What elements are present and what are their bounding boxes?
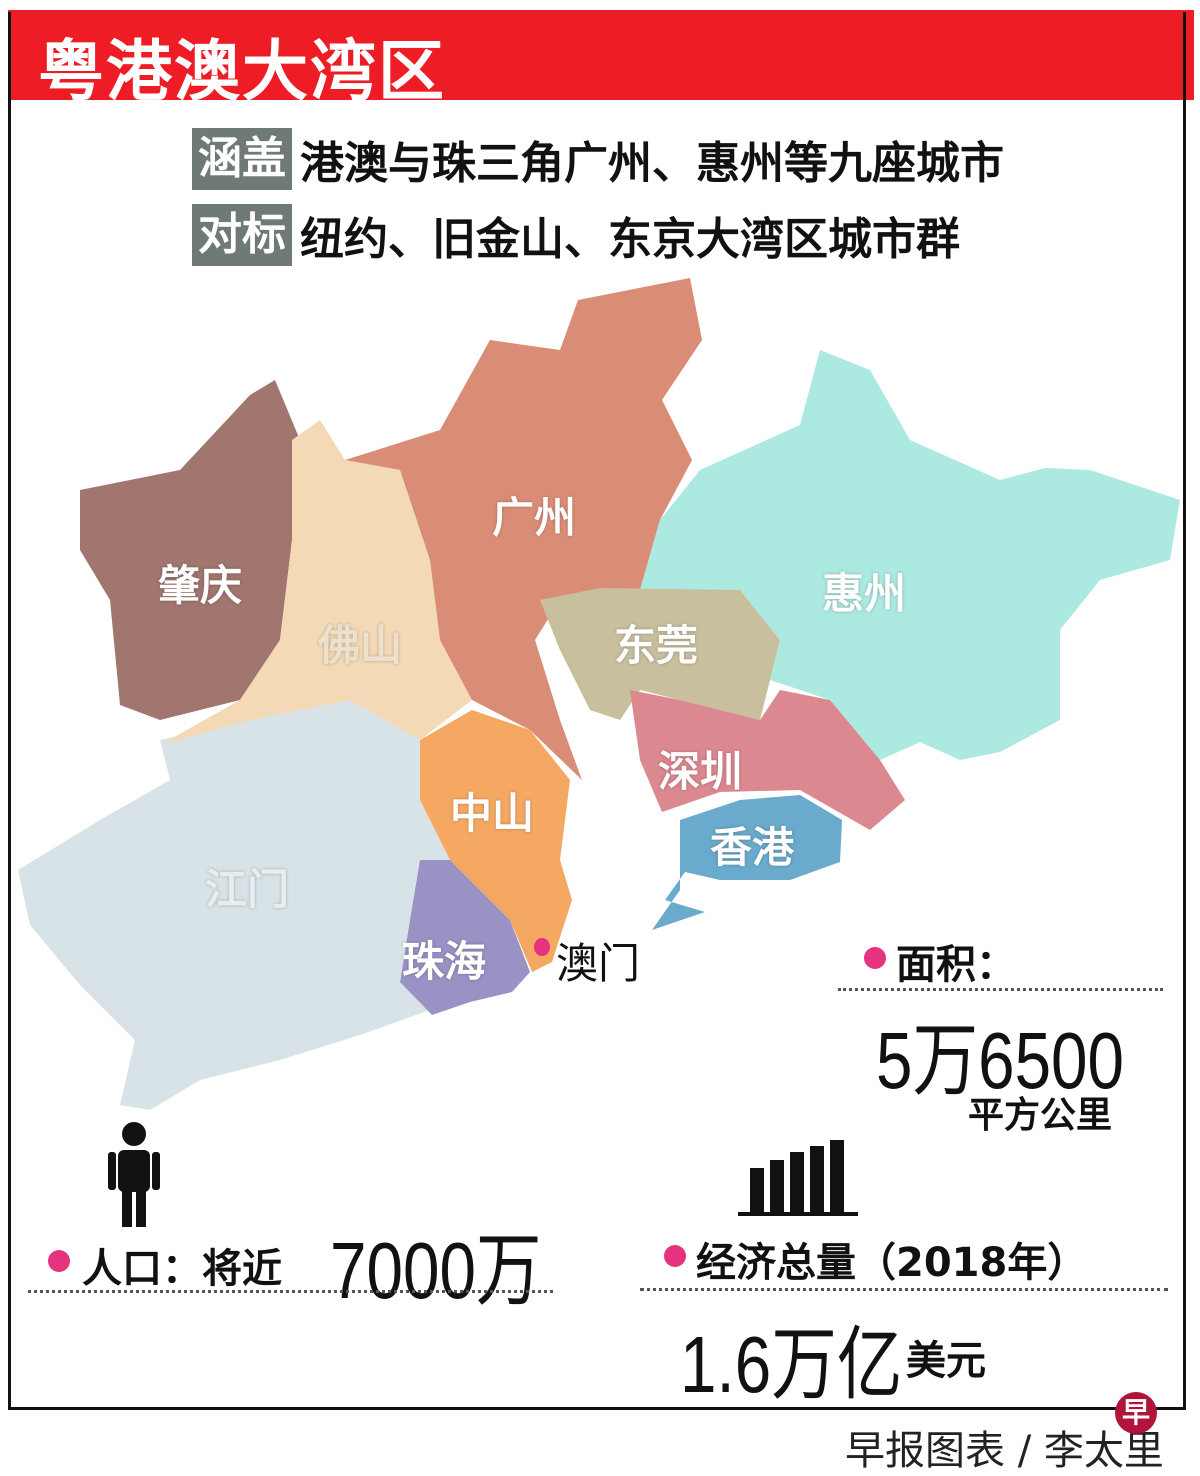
region-hongkong bbox=[652, 795, 842, 930]
area-value: 5万6500 bbox=[876, 1016, 1125, 1105]
region-huizhou bbox=[640, 350, 1180, 760]
person-icon bbox=[108, 1122, 160, 1227]
label-jiangmen: 江门 bbox=[205, 865, 290, 914]
bar-chart-icon bbox=[738, 1140, 858, 1216]
title-banner: 粤港澳大湾区 bbox=[8, 10, 1194, 110]
label-hongkong: 香港 bbox=[710, 823, 795, 872]
economy-divider bbox=[640, 1288, 1168, 1291]
label-zhaoqing: 肇庆 bbox=[158, 561, 243, 610]
economy-bullet bbox=[664, 1245, 686, 1267]
label-shenzhen: 深圳 bbox=[658, 747, 743, 796]
coverage-text: 港澳与珠三角广州、惠州等九座城市 bbox=[300, 138, 1004, 189]
region-zhaoqing bbox=[80, 380, 300, 720]
population-label: 人口：将近 bbox=[82, 1246, 282, 1292]
population-bullet bbox=[48, 1250, 70, 1272]
area-label: 面积： bbox=[896, 942, 1016, 988]
economy-label: 经济总量（2018年） bbox=[696, 1240, 1088, 1286]
region-zhongshan bbox=[420, 710, 572, 972]
frame bbox=[8, 12, 1186, 1410]
label-dongguan: 东莞 bbox=[614, 621, 699, 670]
coverage-row: 涵盖 港澳与珠三角广州、惠州等九座城市 bbox=[192, 128, 1004, 190]
page-title: 粤港澳大湾区 bbox=[38, 33, 446, 110]
region-foshan bbox=[160, 420, 472, 745]
label-zhongshan: 中山 bbox=[450, 789, 535, 838]
credit: 早报图表 / 李太里 bbox=[845, 1428, 1164, 1474]
region-dongguan bbox=[540, 588, 780, 720]
population-divider bbox=[28, 1290, 553, 1293]
economy-value: 1.6万亿 bbox=[680, 1320, 903, 1409]
coverage-tag: 涵盖 bbox=[192, 128, 292, 190]
economy-unit: 美元 bbox=[906, 1338, 986, 1384]
benchmark-tag: 对标 bbox=[192, 204, 292, 266]
region-guangzhou bbox=[345, 278, 702, 780]
region-zhuhai bbox=[400, 860, 530, 1015]
region-shenzhen bbox=[630, 690, 905, 830]
label-foshan: 佛山 bbox=[318, 621, 403, 670]
population-value: 7000万 bbox=[330, 1226, 542, 1315]
benchmark-row: 对标 纽约、旧金山、东京大湾区城市群 bbox=[192, 204, 960, 266]
label-huizhou: 惠州 bbox=[822, 569, 907, 618]
region-jiangmen bbox=[18, 700, 450, 1110]
area-unit: 平方公里 bbox=[968, 1095, 1113, 1136]
benchmark-text: 纽约、旧金山、东京大湾区城市群 bbox=[300, 214, 960, 265]
label-zhuhai: 珠海 bbox=[402, 937, 487, 986]
macau-marker bbox=[534, 938, 550, 956]
area-bullet bbox=[864, 947, 886, 969]
label-guangzhou: 广州 bbox=[492, 493, 577, 542]
zaobao-logo: 早 bbox=[1115, 1392, 1157, 1434]
area-divider bbox=[838, 988, 1163, 991]
label-macau: 澳门 bbox=[556, 939, 641, 988]
